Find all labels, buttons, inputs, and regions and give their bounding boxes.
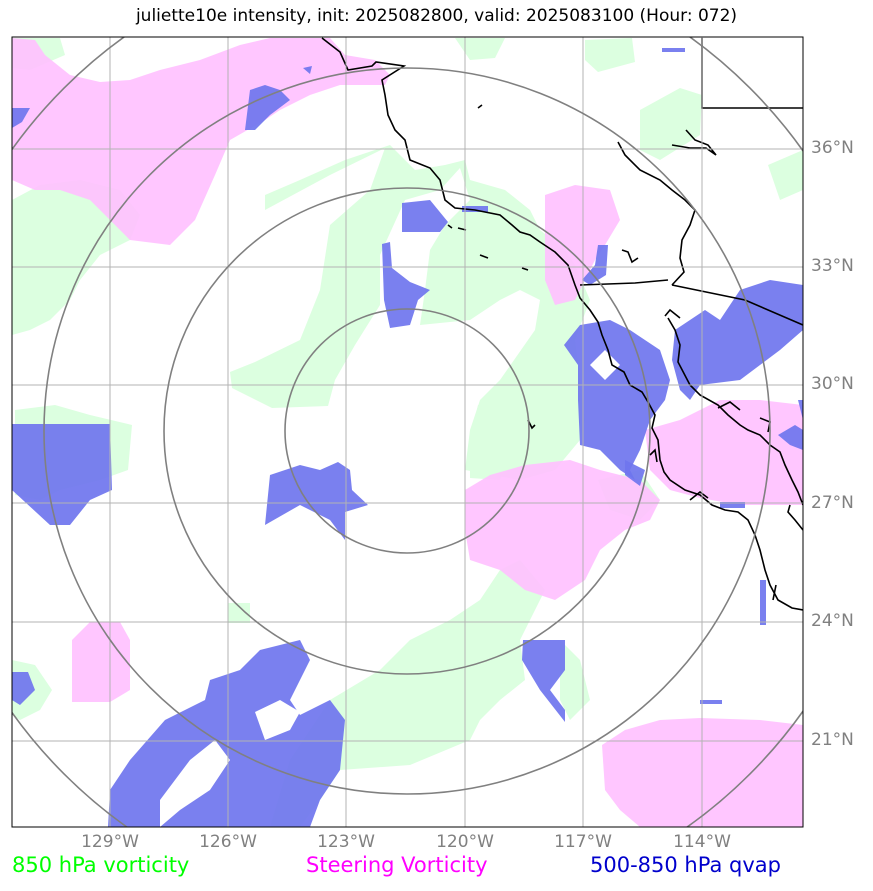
lat-label-27n: 27°N — [811, 493, 854, 513]
lat-label-36n: 36°N — [811, 138, 854, 158]
map-title: juliette10e intensity, init: 2025082800,… — [135, 6, 738, 26]
lon-label-123w: 123°W — [317, 832, 375, 852]
plot-frame — [11, 36, 804, 828]
lat-label-30n: 30°N — [811, 374, 854, 394]
lon-label-114w: 114°W — [673, 832, 731, 852]
lon-label-126w: 126°W — [199, 832, 257, 852]
legend-vort850: 850 hPa vorticity — [12, 853, 190, 877]
qvap-regions — [12, 48, 803, 827]
lon-label-117w: 117°W — [554, 832, 612, 852]
lat-label-24n: 24°N — [811, 611, 854, 631]
legend-steering-vorticity: Steering Vorticity — [306, 853, 488, 877]
lon-label-129w: 129°W — [81, 832, 139, 852]
gridlines — [12, 37, 803, 827]
legend-qvap: 500-850 hPa qvap — [590, 853, 781, 877]
steering-regions — [12, 38, 803, 827]
lat-label-21n: 21°N — [811, 730, 854, 750]
qvap-holes — [160, 350, 620, 827]
lon-label-120w: 120°W — [436, 832, 494, 852]
lat-label-33n: 33°N — [811, 256, 854, 276]
